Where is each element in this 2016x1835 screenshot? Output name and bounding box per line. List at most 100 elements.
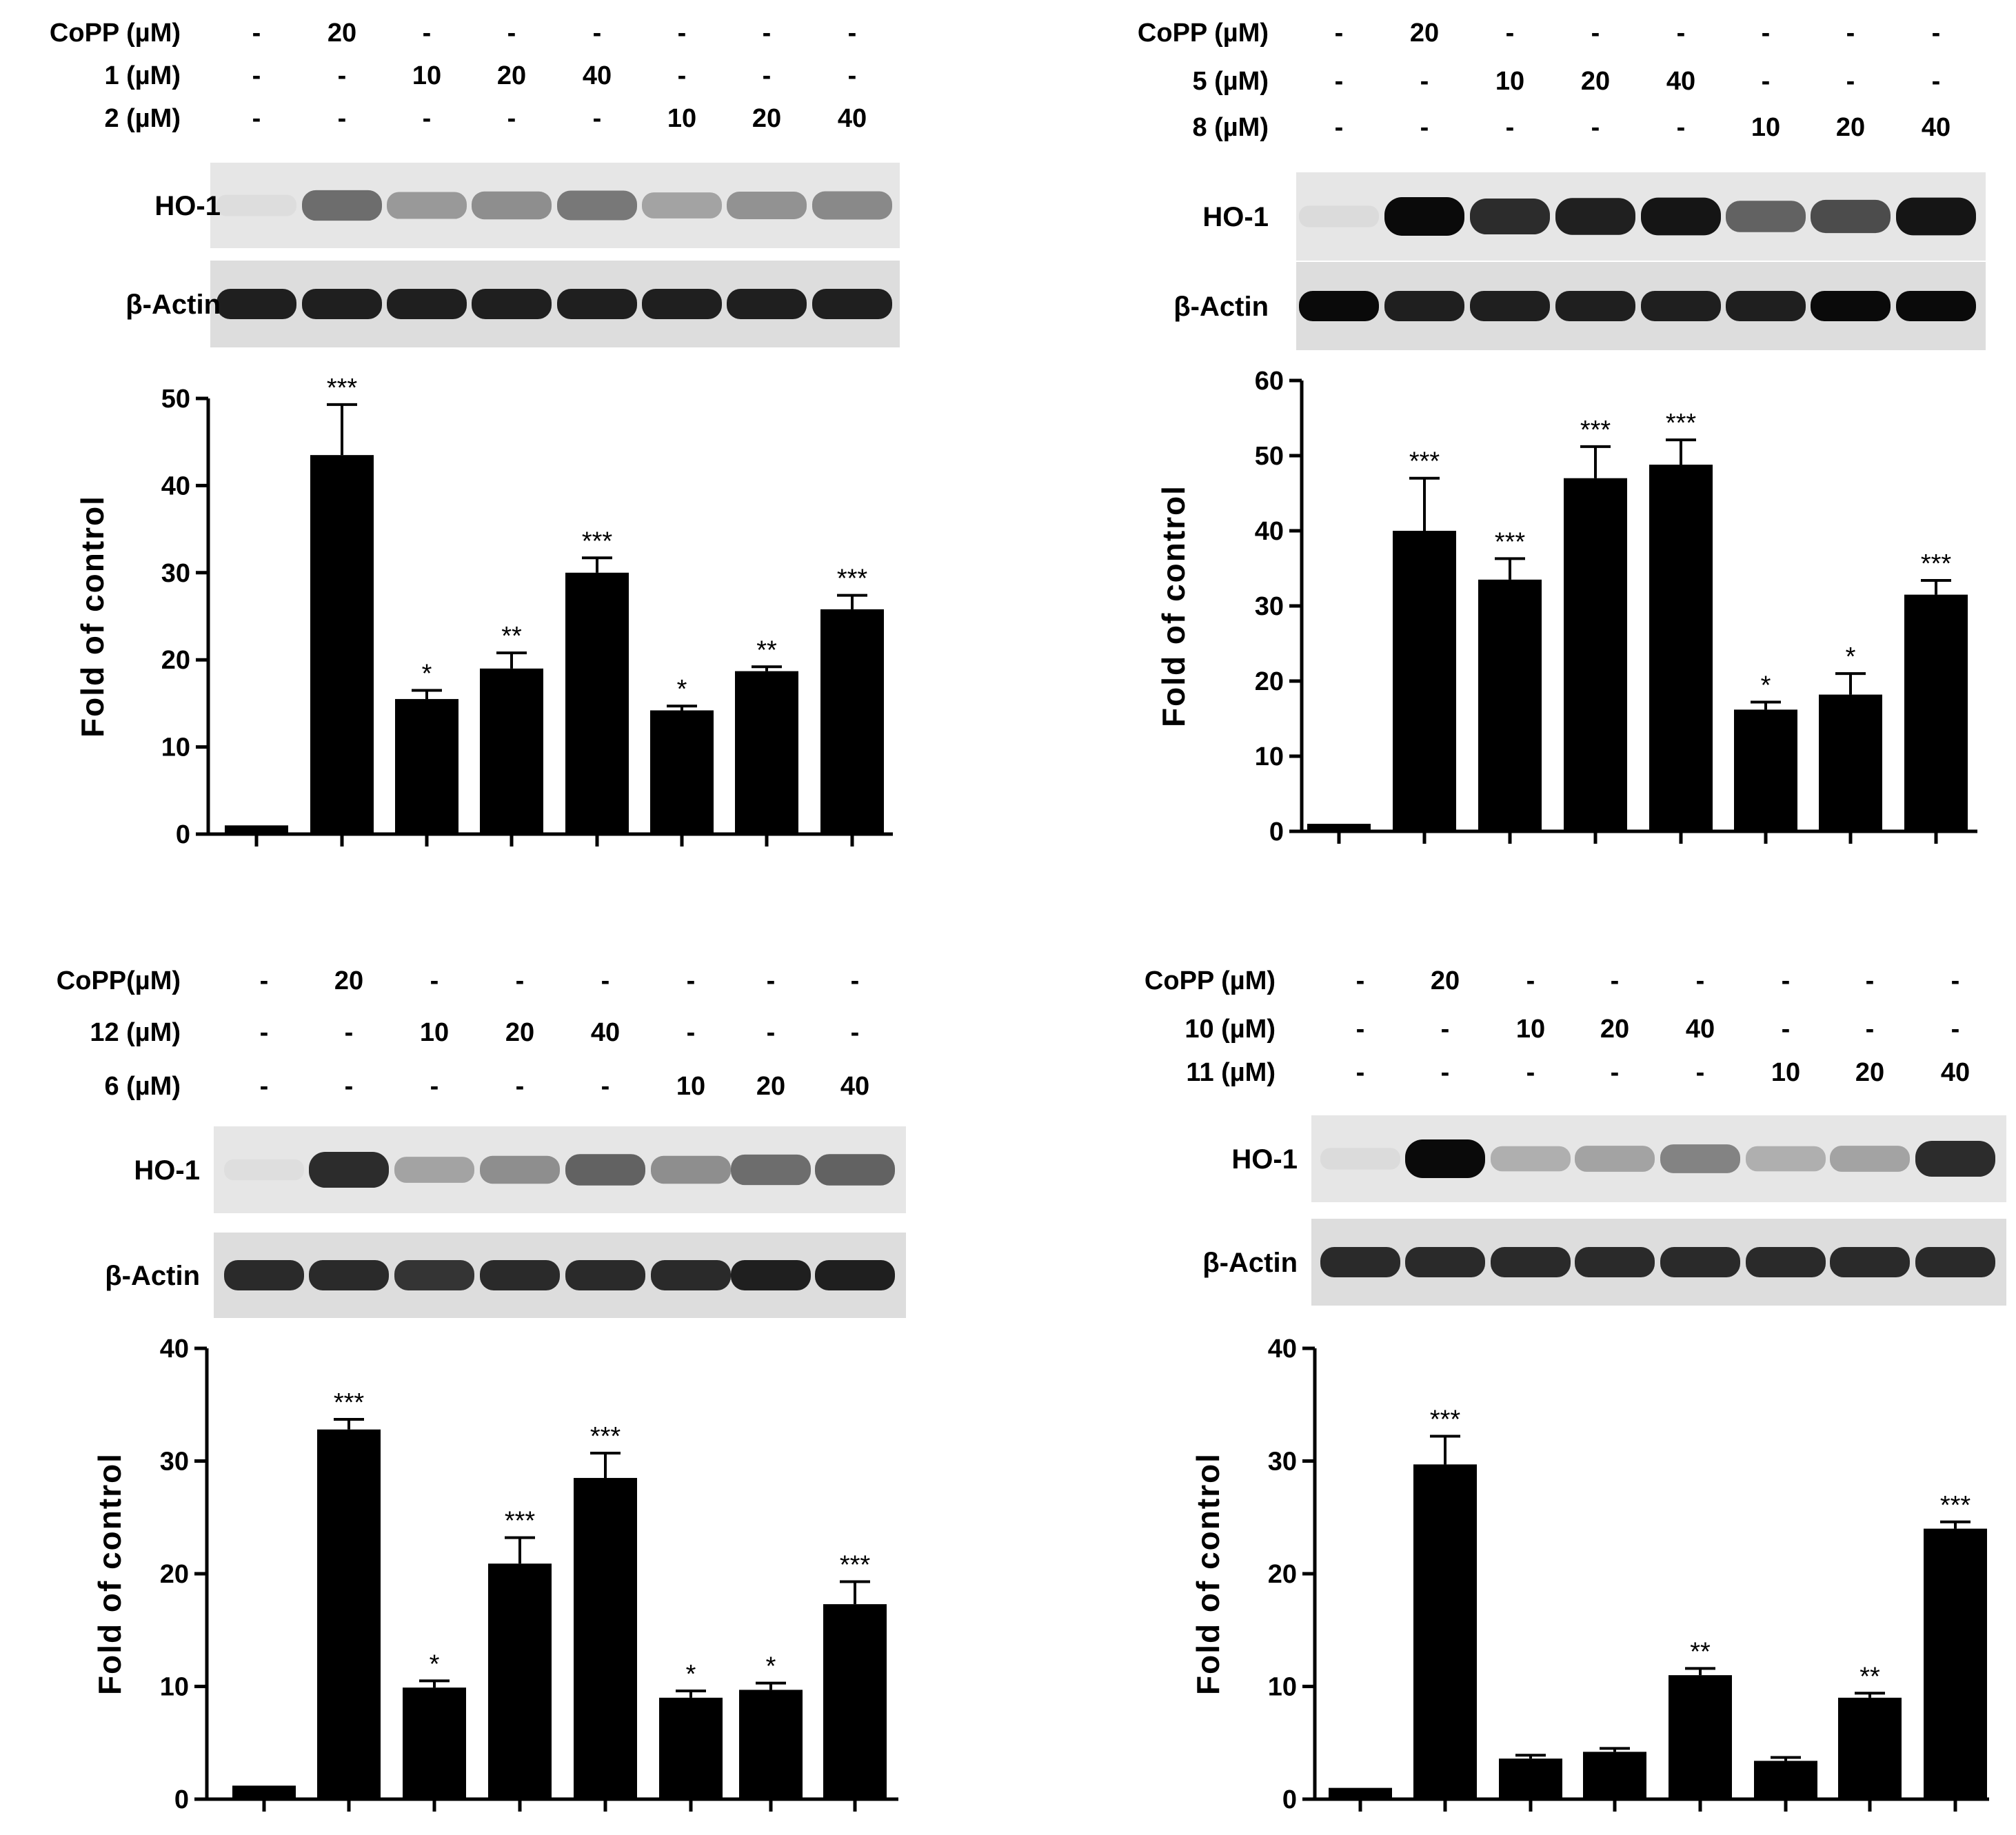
significance-marker: *** (1940, 1491, 1971, 1520)
blot-actin-band (1320, 1247, 1400, 1277)
treatment-value: - (1846, 19, 1855, 48)
bar (1734, 709, 1797, 831)
treatment-value: - (1420, 67, 1429, 96)
blot-ho1-label: HO-1 (1231, 1144, 1298, 1175)
significance-marker: *** (334, 1388, 365, 1417)
blot-ho1-band (727, 192, 807, 219)
treatment-value: 40 (1666, 67, 1695, 96)
treatment-value: - (1951, 1015, 1960, 1044)
y-axis-label: Fold of control (1190, 1452, 1226, 1695)
bar (403, 1687, 466, 1799)
bar (1478, 579, 1542, 831)
treatment-value: - (763, 19, 772, 48)
blot-actin-label: β-Actin (105, 1261, 200, 1291)
treatment-value: 40 (591, 1018, 620, 1047)
treatment-value: - (1335, 113, 1344, 142)
treatment-value: 40 (1686, 1015, 1715, 1044)
treatment-value: 20 (1581, 67, 1610, 96)
treatment-value: 20 (327, 19, 356, 48)
blot-actin-band (1726, 291, 1806, 321)
treatment-value: - (1762, 67, 1771, 96)
bar (820, 609, 884, 834)
blot-ho1-band (1915, 1140, 1995, 1177)
blot-actin-band (651, 1260, 731, 1290)
treatment-value: - (423, 19, 432, 48)
treatment-value: - (430, 1072, 439, 1101)
treatment-value: 20 (752, 104, 781, 133)
treatment-value: - (345, 1072, 354, 1101)
blot-actin-band (302, 289, 382, 319)
bar (232, 1785, 296, 1799)
treatment-value: - (593, 104, 602, 133)
blot-ho1-band (651, 1155, 731, 1184)
blot-ho1-band (224, 1159, 304, 1181)
treatment-value: - (848, 19, 857, 48)
bar (317, 1429, 381, 1799)
y-tick-label: 20 (160, 1560, 189, 1589)
bar (1904, 594, 1968, 831)
treatment-value: 10 (1771, 1058, 1800, 1087)
blot-ho1-band (812, 191, 892, 220)
blot-ho1-band (309, 1151, 389, 1188)
blot-actin-label: β-Actin (1173, 292, 1269, 322)
significance-marker: * (422, 659, 432, 688)
treatment-value: 10 (1516, 1015, 1545, 1044)
treatment-value: - (767, 966, 776, 995)
treatment-row-label: CoPP (µM) (50, 19, 181, 48)
y-tick-label: 0 (174, 1785, 189, 1814)
treatment-value: - (338, 104, 347, 133)
blot-actin-band (394, 1260, 474, 1290)
treatment-value: 40 (1941, 1058, 1970, 1087)
treatment-value: - (252, 61, 261, 90)
y-tick-label: 10 (1255, 742, 1284, 771)
bar (1649, 465, 1713, 831)
treatment-value: 20 (334, 966, 363, 995)
blot-actin-band (731, 1260, 811, 1290)
significance-marker: *** (1430, 1406, 1461, 1434)
treatment-row-label: CoPP (µM) (1138, 19, 1269, 48)
bar (1924, 1528, 1987, 1799)
blot-ho1-band (1660, 1144, 1740, 1173)
blot-actin-label: β-Actin (125, 290, 221, 320)
treatment-value: - (507, 104, 516, 133)
y-tick-label: 40 (161, 472, 190, 500)
blot-actin-band (1915, 1247, 1995, 1277)
blot-ho1-band (1575, 1146, 1655, 1172)
bar (1413, 1464, 1477, 1799)
treatment-value: - (1951, 966, 1960, 995)
blot-actin-band (1896, 291, 1976, 321)
blot-actin-band (480, 1260, 560, 1290)
bar (1564, 478, 1627, 831)
blot-actin-band (1746, 1247, 1826, 1277)
blot-ho1-band (557, 190, 637, 221)
treatment-value: 40 (838, 104, 867, 133)
blot-ho1-band (1384, 197, 1464, 236)
significance-marker: * (677, 675, 687, 704)
treatment-value: - (848, 61, 857, 90)
y-tick-label: 10 (1268, 1673, 1297, 1702)
y-tick-label: 40 (1268, 1335, 1297, 1363)
treatment-value: - (1762, 19, 1771, 48)
y-tick-label: 20 (1268, 1560, 1297, 1589)
significance-marker: * (686, 1660, 696, 1689)
blot-actin-band (1830, 1247, 1910, 1277)
y-tick-label: 50 (161, 385, 190, 414)
blot-ho1-band (216, 194, 296, 216)
significance-marker: * (1846, 642, 1856, 671)
bar (1307, 824, 1371, 831)
blot-ho1-band (642, 192, 722, 219)
y-tick-label: 30 (161, 559, 190, 588)
treatment-value: 10 (676, 1072, 705, 1101)
blot-ho1-band (472, 191, 552, 220)
treatment-value: 40 (583, 61, 612, 90)
treatment-value: - (1677, 19, 1686, 48)
treatment-value: - (516, 1072, 525, 1101)
blot-actin-band (224, 1260, 304, 1290)
blot-actin-band (472, 289, 552, 319)
y-tick-label: 10 (161, 733, 190, 762)
treatment-value: - (1356, 1058, 1365, 1087)
treatment-row-label: 12 (µM) (90, 1018, 181, 1047)
blot-actin-band (1575, 1247, 1655, 1277)
blot-actin-band (387, 289, 467, 319)
